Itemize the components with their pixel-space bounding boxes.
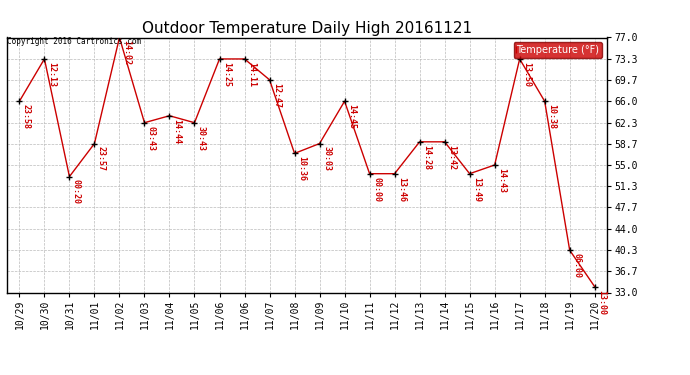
Text: 10:36: 10:36 — [297, 156, 306, 181]
Text: Copyright 2016 Cartronics.com: Copyright 2016 Cartronics.com — [7, 38, 141, 46]
Text: 13:49: 13:49 — [472, 177, 481, 202]
Text: 23:57: 23:57 — [97, 147, 106, 171]
Text: 00:00: 00:00 — [372, 177, 381, 202]
Text: 06:00: 06:00 — [572, 253, 581, 278]
Text: 13:42: 13:42 — [447, 145, 456, 170]
Text: 14:45: 14:45 — [347, 104, 356, 129]
Text: 12:13: 12:13 — [47, 62, 56, 87]
Legend: Temperature (°F): Temperature (°F) — [513, 42, 602, 58]
Text: 00:20: 00:20 — [72, 180, 81, 204]
Text: 13:46: 13:46 — [397, 177, 406, 202]
Text: 14:28: 14:28 — [422, 145, 431, 170]
Text: 23:58: 23:58 — [22, 104, 31, 129]
Text: 10:38: 10:38 — [547, 104, 556, 129]
Title: Outdoor Temperature Daily High 20161121: Outdoor Temperature Daily High 20161121 — [142, 21, 472, 36]
Text: 14:43: 14:43 — [497, 168, 506, 193]
Text: 13:50: 13:50 — [522, 62, 531, 87]
Text: 13:00: 13:00 — [598, 290, 607, 315]
Text: 30:03: 30:03 — [322, 147, 331, 171]
Text: 14:02: 14:02 — [122, 40, 131, 65]
Text: 03:43: 03:43 — [147, 126, 156, 151]
Text: 12:47: 12:47 — [272, 83, 281, 108]
Text: 14:25: 14:25 — [222, 62, 231, 87]
Text: 14:44: 14:44 — [172, 118, 181, 144]
Text: 30:43: 30:43 — [197, 126, 206, 151]
Text: 14:11: 14:11 — [247, 62, 256, 87]
